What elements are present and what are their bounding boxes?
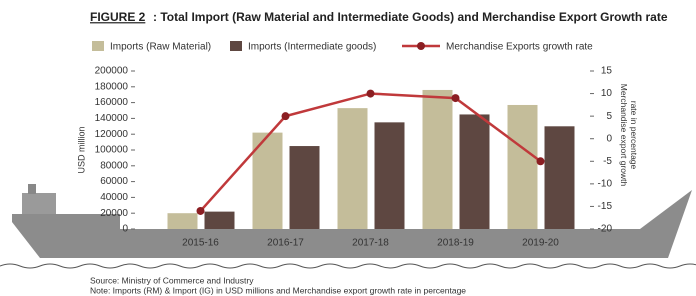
- line-marker: [537, 157, 545, 165]
- y2-tick-label: -15: [598, 201, 613, 212]
- y-tick-label: 100000: [95, 145, 129, 156]
- y-tick-label: 120000: [95, 129, 129, 140]
- y-tick-label: 80000: [100, 160, 128, 171]
- y-tick-label: 180000: [95, 81, 129, 92]
- y-tick-label: 0: [122, 224, 128, 235]
- y2-tick-label: 15: [601, 66, 613, 77]
- y-tick-label: 20000: [100, 208, 128, 219]
- chart-title: : Total Import (Raw Material and Interme…: [153, 10, 668, 24]
- y-tick-label: 40000: [100, 192, 128, 203]
- note: Note: Imports (RM) & Import (IG) in USD …: [90, 285, 466, 295]
- bar: [290, 146, 320, 229]
- legend-swatch: [92, 41, 104, 51]
- bar: [508, 105, 538, 229]
- figure-label: FIGURE 2: [90, 10, 146, 24]
- bar: [375, 122, 405, 229]
- x-tick-label: 2018-19: [437, 238, 474, 249]
- x-tick-label: 2016-17: [267, 238, 304, 249]
- y-tick-label: 60000: [100, 176, 128, 187]
- y-tick-label: 200000: [95, 66, 129, 77]
- bar: [338, 108, 368, 229]
- y2-tick-label: -20: [598, 224, 613, 235]
- y2-tick-label: -5: [603, 156, 612, 167]
- line-marker: [197, 207, 205, 215]
- y2-tick-label: -10: [598, 178, 613, 189]
- legend-label: Merchandise Exports growth rate: [446, 42, 593, 53]
- bar: [545, 126, 575, 229]
- bar: [168, 213, 198, 229]
- chart: FIGURE 2 : Total Import (Raw Material an…: [0, 0, 696, 296]
- y2-tick-label: 5: [606, 111, 612, 122]
- y2-tick-label: 10: [601, 88, 613, 99]
- legend-label: Imports (Intermediate goods): [248, 42, 376, 53]
- legend-swatch: [230, 41, 242, 51]
- legend-label: Imports (Raw Material): [110, 42, 211, 53]
- y2-axis-label: rate in percentage: [629, 101, 639, 170]
- bar: [205, 212, 235, 229]
- x-tick-label: 2019-20: [522, 238, 559, 249]
- y-axis-label: USD million: [76, 126, 86, 173]
- bar: [423, 90, 453, 229]
- bar: [460, 114, 490, 229]
- y2-axis-label: Merchandise export growth: [619, 84, 629, 187]
- source: Source: Ministry of Commerce and Industr…: [90, 275, 254, 285]
- legend-marker: [417, 42, 425, 50]
- y-tick-label: 160000: [95, 97, 129, 108]
- y2-tick-label: 0: [606, 133, 612, 144]
- line-marker: [367, 90, 375, 98]
- line-marker: [452, 94, 460, 102]
- line-marker: [282, 112, 290, 120]
- x-tick-label: 2015-16: [182, 238, 219, 249]
- y-tick-label: 140000: [95, 113, 129, 124]
- x-tick-label: 2017-18: [352, 238, 389, 249]
